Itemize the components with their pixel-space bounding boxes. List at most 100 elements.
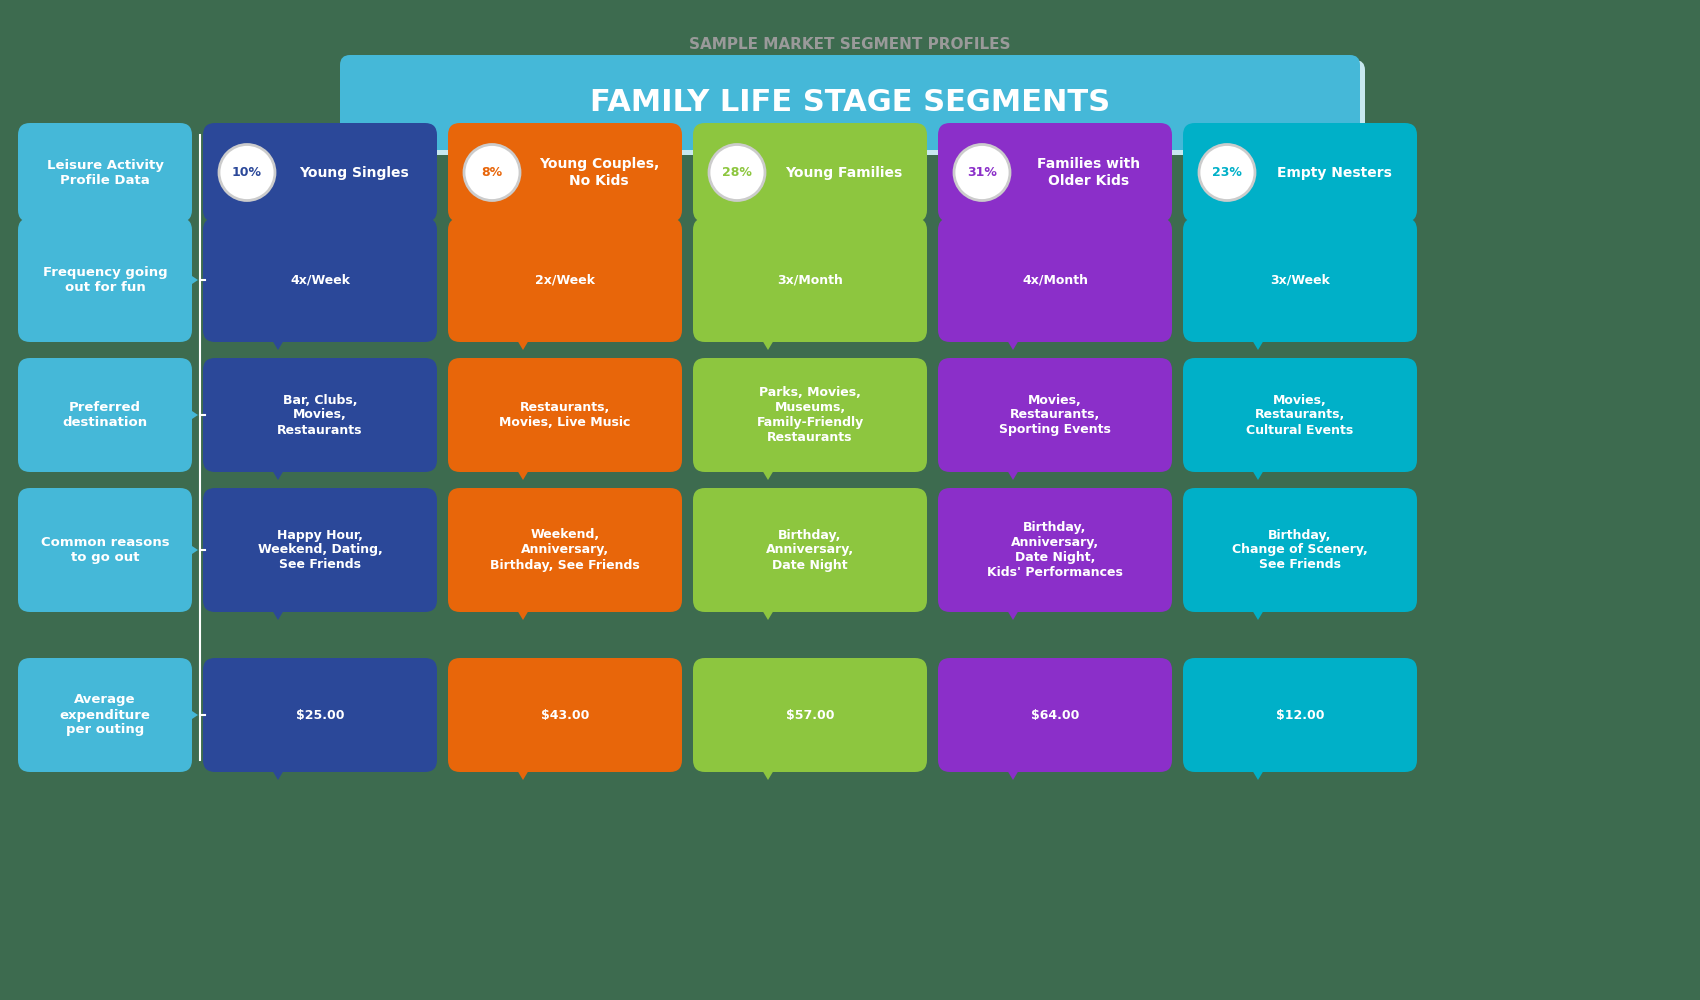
Text: Restaurants,
Movies, Live Music: Restaurants, Movies, Live Music [500,401,631,429]
FancyBboxPatch shape [694,123,926,222]
FancyBboxPatch shape [938,488,1171,612]
FancyBboxPatch shape [19,218,192,342]
FancyBboxPatch shape [19,658,192,772]
FancyBboxPatch shape [340,55,1360,150]
Polygon shape [180,403,197,427]
FancyBboxPatch shape [938,658,1171,772]
Polygon shape [1001,330,1025,350]
Text: Birthday,
Anniversary,
Date Night,
Kids' Performances: Birthday, Anniversary, Date Night, Kids'… [988,521,1124,579]
Text: Leisure Activity
Profile Data: Leisure Activity Profile Data [46,158,163,186]
FancyBboxPatch shape [19,123,192,222]
FancyBboxPatch shape [694,658,926,772]
Text: FAMILY LIFE STAGE SEGMENTS: FAMILY LIFE STAGE SEGMENTS [590,88,1110,117]
Text: 10%: 10% [231,166,262,179]
Text: 23%: 23% [1212,166,1243,179]
Text: Common reasons
to go out: Common reasons to go out [41,536,170,564]
FancyBboxPatch shape [694,218,926,342]
Polygon shape [265,760,291,780]
Polygon shape [1246,330,1270,350]
Polygon shape [1001,600,1025,620]
Text: Average
expenditure
per outing: Average expenditure per outing [60,694,150,736]
Polygon shape [756,760,780,780]
FancyBboxPatch shape [1183,658,1418,772]
FancyBboxPatch shape [694,488,926,612]
Polygon shape [180,268,197,292]
Text: $12.00: $12.00 [1275,708,1324,722]
Text: SAMPLE MARKET SEGMENT PROFILES: SAMPLE MARKET SEGMENT PROFILES [688,37,1011,52]
Text: 31%: 31% [967,166,996,179]
Circle shape [219,144,275,200]
Text: $64.00: $64.00 [1030,708,1080,722]
FancyBboxPatch shape [19,358,192,472]
FancyBboxPatch shape [449,123,682,222]
Polygon shape [265,330,291,350]
Text: 3x/Week: 3x/Week [1270,273,1329,286]
FancyBboxPatch shape [1183,488,1418,612]
Circle shape [1198,144,1255,200]
Text: Happy Hour,
Weekend, Dating,
See Friends: Happy Hour, Weekend, Dating, See Friends [258,528,382,572]
Text: Parks, Movies,
Museums,
Family-Friendly
Restaurants: Parks, Movies, Museums, Family-Friendly … [756,386,864,444]
Text: Empty Nesters: Empty Nesters [1277,165,1391,180]
Polygon shape [1246,760,1270,780]
Polygon shape [1289,210,1312,228]
Polygon shape [512,600,536,620]
Text: Young Couples,
No Kids: Young Couples, No Kids [539,157,660,188]
FancyBboxPatch shape [1183,123,1418,222]
Polygon shape [512,760,536,780]
FancyBboxPatch shape [202,658,437,772]
Text: Frequency going
out for fun: Frequency going out for fun [42,266,167,294]
Text: 3x/Month: 3x/Month [777,273,843,286]
Polygon shape [1001,760,1025,780]
FancyBboxPatch shape [202,358,437,472]
FancyBboxPatch shape [938,218,1171,342]
FancyBboxPatch shape [19,488,192,612]
Text: Birthday,
Anniversary,
Date Night: Birthday, Anniversary, Date Night [767,528,853,572]
Text: $57.00: $57.00 [785,708,835,722]
FancyBboxPatch shape [1183,218,1418,342]
FancyBboxPatch shape [1183,358,1418,472]
Text: Young Singles: Young Singles [299,165,410,180]
Polygon shape [1044,210,1068,228]
Text: 28%: 28% [722,166,751,179]
FancyBboxPatch shape [202,218,437,342]
FancyBboxPatch shape [202,488,437,612]
Text: Bar, Clubs,
Movies,
Restaurants: Bar, Clubs, Movies, Restaurants [277,393,362,436]
Text: Movies,
Restaurants,
Cultural Events: Movies, Restaurants, Cultural Events [1246,393,1353,436]
Text: Birthday,
Change of Scenery,
See Friends: Birthday, Change of Scenery, See Friends [1232,528,1368,572]
Polygon shape [1001,460,1025,480]
Polygon shape [83,210,127,225]
Text: Weekend,
Anniversary,
Birthday, See Friends: Weekend, Anniversary, Birthday, See Frie… [490,528,639,572]
FancyBboxPatch shape [449,358,682,472]
Polygon shape [756,330,780,350]
Polygon shape [756,600,780,620]
Text: 4x/Month: 4x/Month [1022,273,1088,286]
Circle shape [954,144,1010,200]
Polygon shape [265,600,291,620]
FancyBboxPatch shape [938,123,1171,222]
Polygon shape [265,460,291,480]
Polygon shape [512,460,536,480]
Text: $43.00: $43.00 [541,708,590,722]
FancyBboxPatch shape [449,488,682,612]
Polygon shape [552,210,576,228]
Text: $25.00: $25.00 [296,708,343,722]
Polygon shape [1246,460,1270,480]
FancyBboxPatch shape [345,60,1365,155]
Circle shape [464,144,520,200]
Polygon shape [756,460,780,480]
Polygon shape [308,210,332,228]
Polygon shape [797,210,823,228]
Polygon shape [180,703,197,727]
Polygon shape [180,538,197,562]
Text: 4x/Week: 4x/Week [291,273,350,286]
FancyBboxPatch shape [938,358,1171,472]
Text: Preferred
destination: Preferred destination [63,401,148,429]
FancyBboxPatch shape [449,658,682,772]
Polygon shape [1246,600,1270,620]
Text: 8%: 8% [481,166,503,179]
Text: Young Families: Young Families [785,165,903,180]
Polygon shape [512,330,536,350]
Text: Families with
Older Kids: Families with Older Kids [1037,157,1141,188]
FancyBboxPatch shape [694,358,926,472]
FancyBboxPatch shape [202,123,437,222]
